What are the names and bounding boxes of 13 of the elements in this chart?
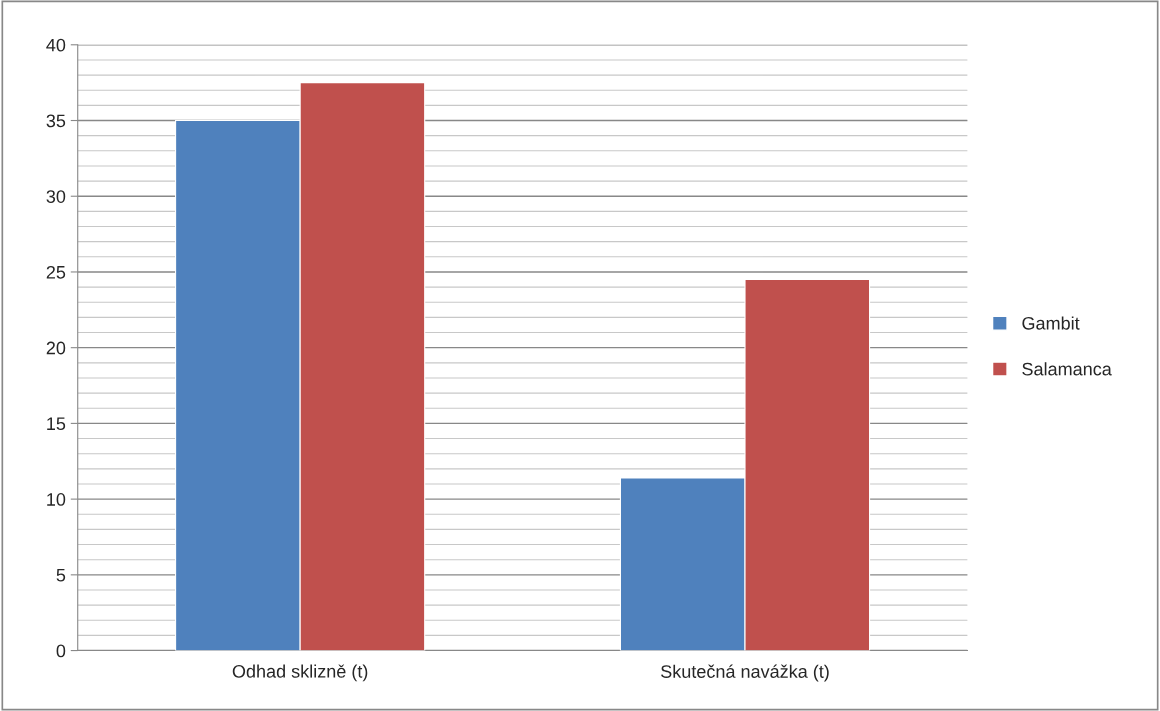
legend-label: Gambit [1022, 316, 1080, 330]
y-tick-label: 25 [46, 265, 66, 279]
x-tick-label: Skutečná navážka (t) [661, 664, 829, 682]
y-tick-label: 10 [47, 493, 66, 506]
x-tick-label: Odhad sklizně (t) [232, 664, 368, 682]
y-tick-label: 5 [56, 568, 66, 582]
y-tick-label: 20 [46, 341, 66, 355]
legend-label: Salamanca [1022, 362, 1112, 376]
y-tick-label: 35 [46, 114, 66, 128]
y-tick-label: 30 [46, 190, 66, 203]
y-tick-label: 0 [56, 644, 66, 658]
y-tick-label: 40 [46, 38, 66, 52]
y-tick-label: 15 [47, 417, 66, 431]
